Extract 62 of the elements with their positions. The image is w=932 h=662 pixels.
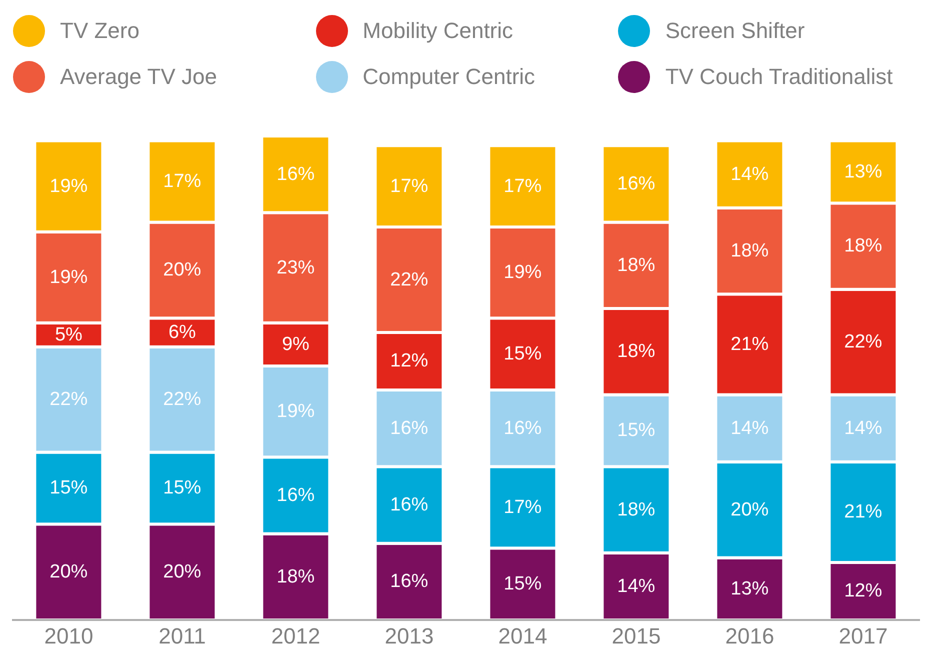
data-label: 22% <box>844 332 882 353</box>
data-label: 19% <box>50 266 88 288</box>
data-label: 15% <box>163 478 202 499</box>
data-label: 19% <box>504 262 542 284</box>
data-label: 17% <box>390 176 428 197</box>
data-label: 18% <box>276 566 315 588</box>
data-label: 22% <box>163 389 202 410</box>
data-label: 16% <box>617 173 656 194</box>
x-tick-label: 2017 <box>838 624 888 649</box>
legend-label: Computer Centric <box>362 64 536 90</box>
x-tick-label: 2014 <box>498 624 548 649</box>
data-label: 17% <box>504 176 542 197</box>
data-label: 16% <box>276 484 315 506</box>
data-label: 20% <box>163 260 202 281</box>
data-label: 19% <box>50 176 88 197</box>
data-label: 20% <box>50 562 88 583</box>
x-tick-label: 2013 <box>384 624 434 649</box>
data-label: 18% <box>617 254 656 276</box>
data-label: 21% <box>844 502 882 523</box>
data-label: 18% <box>730 240 769 262</box>
data-label: 20% <box>730 499 769 520</box>
data-label: 20% <box>163 562 202 583</box>
data-label: 16% <box>276 164 315 185</box>
legend-label: Average TV Joe <box>60 64 217 90</box>
data-label: 18% <box>617 499 656 520</box>
data-label: 21% <box>730 334 769 355</box>
data-label: 6% <box>168 322 196 343</box>
x-tick-label: 2015 <box>612 624 661 649</box>
data-label: 22% <box>50 389 88 410</box>
data-label: 14% <box>844 418 882 439</box>
legend-label: Screen Shifter <box>665 18 805 44</box>
data-label: 17% <box>504 496 542 518</box>
legend-label: Mobility Centric <box>362 18 514 44</box>
data-label: 13% <box>730 578 769 600</box>
data-label: 22% <box>390 269 428 290</box>
data-label: 5% <box>54 324 83 346</box>
data-label: 15% <box>50 478 88 499</box>
data-label: 19% <box>276 401 315 422</box>
data-label: 15% <box>617 420 656 442</box>
data-label: 12% <box>390 350 428 372</box>
data-label: 9% <box>282 334 310 355</box>
data-label: 14% <box>617 576 656 597</box>
data-label: 18% <box>844 236 882 257</box>
x-tick-label: 2012 <box>271 624 320 649</box>
x-tick-label: 2010 <box>44 624 94 649</box>
data-label: 15% <box>504 574 542 595</box>
x-tick-label: 2016 <box>725 624 774 649</box>
data-label: 13% <box>844 161 882 182</box>
legend-label: TV Zero <box>60 18 140 44</box>
x-tick-label: 2011 <box>158 624 206 649</box>
data-label: 12% <box>844 580 882 602</box>
legend-label: TV Couch Traditionalist <box>665 64 893 90</box>
data-label: 17% <box>163 171 202 192</box>
data-label: 16% <box>390 494 428 516</box>
data-label: 14% <box>730 418 769 439</box>
data-label: 18% <box>617 341 656 362</box>
data-label: 16% <box>390 418 428 439</box>
data-label: 16% <box>504 418 542 439</box>
data-label: 15% <box>504 344 542 365</box>
data-label: 16% <box>390 571 428 592</box>
data-label: 23% <box>276 257 315 278</box>
data-label: 14% <box>730 164 769 185</box>
